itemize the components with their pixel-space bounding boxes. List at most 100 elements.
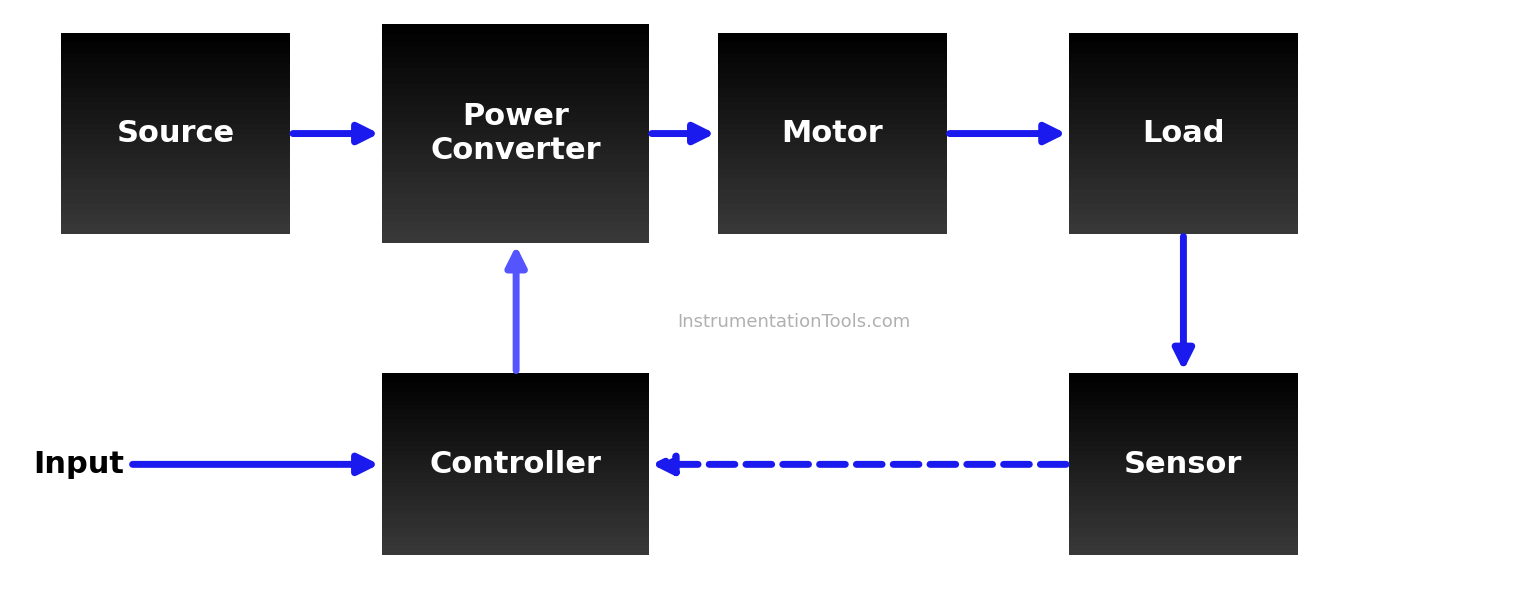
Bar xyxy=(61,189,290,194)
Bar xyxy=(382,79,649,84)
Bar xyxy=(382,166,649,172)
Bar xyxy=(718,38,947,43)
Bar xyxy=(61,224,290,229)
Bar xyxy=(1069,551,1298,555)
Bar xyxy=(61,209,290,214)
Bar xyxy=(382,144,649,150)
Bar xyxy=(61,114,290,118)
Bar xyxy=(382,546,649,551)
Bar xyxy=(61,103,290,109)
Bar xyxy=(382,487,649,492)
Bar xyxy=(718,198,947,204)
Bar xyxy=(718,158,947,163)
Bar xyxy=(382,117,649,123)
Bar xyxy=(382,226,649,232)
Bar xyxy=(61,98,290,103)
Text: Power
Converter: Power Converter xyxy=(431,102,600,165)
Bar xyxy=(61,93,290,98)
Bar xyxy=(382,392,649,396)
Bar xyxy=(61,198,290,204)
Bar xyxy=(382,237,649,243)
Bar xyxy=(1069,33,1298,38)
Bar xyxy=(718,183,947,189)
Bar xyxy=(1069,38,1298,43)
Bar xyxy=(718,93,947,98)
Bar xyxy=(61,169,290,174)
Bar xyxy=(1069,174,1298,178)
Bar xyxy=(1069,437,1298,442)
Bar xyxy=(382,460,649,464)
Bar xyxy=(1069,387,1298,392)
Bar xyxy=(382,101,649,106)
Bar xyxy=(1069,138,1298,143)
Bar xyxy=(61,158,290,163)
Bar xyxy=(1069,382,1298,387)
Bar xyxy=(718,109,947,114)
Bar xyxy=(382,41,649,46)
Bar xyxy=(61,38,290,43)
Bar xyxy=(718,138,947,143)
Bar xyxy=(382,464,649,469)
Bar xyxy=(382,428,649,432)
Bar xyxy=(1069,460,1298,464)
Bar xyxy=(382,232,649,237)
Bar xyxy=(61,73,290,78)
Bar xyxy=(1069,219,1298,224)
Bar xyxy=(1069,501,1298,505)
Bar xyxy=(718,134,947,138)
Bar xyxy=(1069,178,1298,183)
Bar xyxy=(382,382,649,387)
Bar xyxy=(61,183,290,189)
Bar xyxy=(382,514,649,519)
Text: Input: Input xyxy=(34,450,125,479)
Bar xyxy=(718,118,947,124)
Bar xyxy=(382,537,649,541)
Bar xyxy=(382,215,649,221)
Bar xyxy=(1069,198,1298,204)
Bar xyxy=(718,69,947,73)
Bar xyxy=(718,163,947,169)
Bar xyxy=(1069,144,1298,149)
Bar xyxy=(61,33,290,38)
Bar xyxy=(382,90,649,95)
Bar xyxy=(61,229,290,234)
Bar xyxy=(382,523,649,528)
FancyBboxPatch shape xyxy=(1069,373,1298,555)
Bar xyxy=(382,150,649,155)
Bar xyxy=(718,73,947,78)
Bar xyxy=(382,46,649,52)
Bar xyxy=(61,154,290,158)
Bar xyxy=(1069,410,1298,414)
Bar xyxy=(1069,209,1298,214)
Bar xyxy=(1069,189,1298,194)
Bar xyxy=(1069,169,1298,174)
Bar xyxy=(382,188,649,194)
Bar xyxy=(382,52,649,57)
Bar xyxy=(61,49,290,53)
Bar xyxy=(718,114,947,118)
Bar xyxy=(382,161,649,166)
Bar xyxy=(382,387,649,392)
Bar xyxy=(1069,109,1298,114)
Bar xyxy=(1069,401,1298,405)
Bar xyxy=(382,478,649,483)
Bar xyxy=(1069,73,1298,78)
Bar xyxy=(61,78,290,83)
Bar xyxy=(1069,49,1298,53)
Bar xyxy=(718,178,947,183)
Bar xyxy=(382,497,649,501)
Bar xyxy=(382,510,649,514)
Bar xyxy=(1069,514,1298,519)
Bar xyxy=(718,78,947,83)
Bar xyxy=(1069,505,1298,510)
Bar xyxy=(382,533,649,537)
Bar xyxy=(382,73,649,79)
Bar xyxy=(382,24,649,30)
Bar xyxy=(1069,414,1298,419)
Bar xyxy=(1069,523,1298,528)
Bar xyxy=(1069,134,1298,138)
Bar xyxy=(1069,204,1298,209)
Text: Motor: Motor xyxy=(782,119,883,148)
Text: Controller: Controller xyxy=(429,450,602,479)
Bar xyxy=(61,149,290,154)
